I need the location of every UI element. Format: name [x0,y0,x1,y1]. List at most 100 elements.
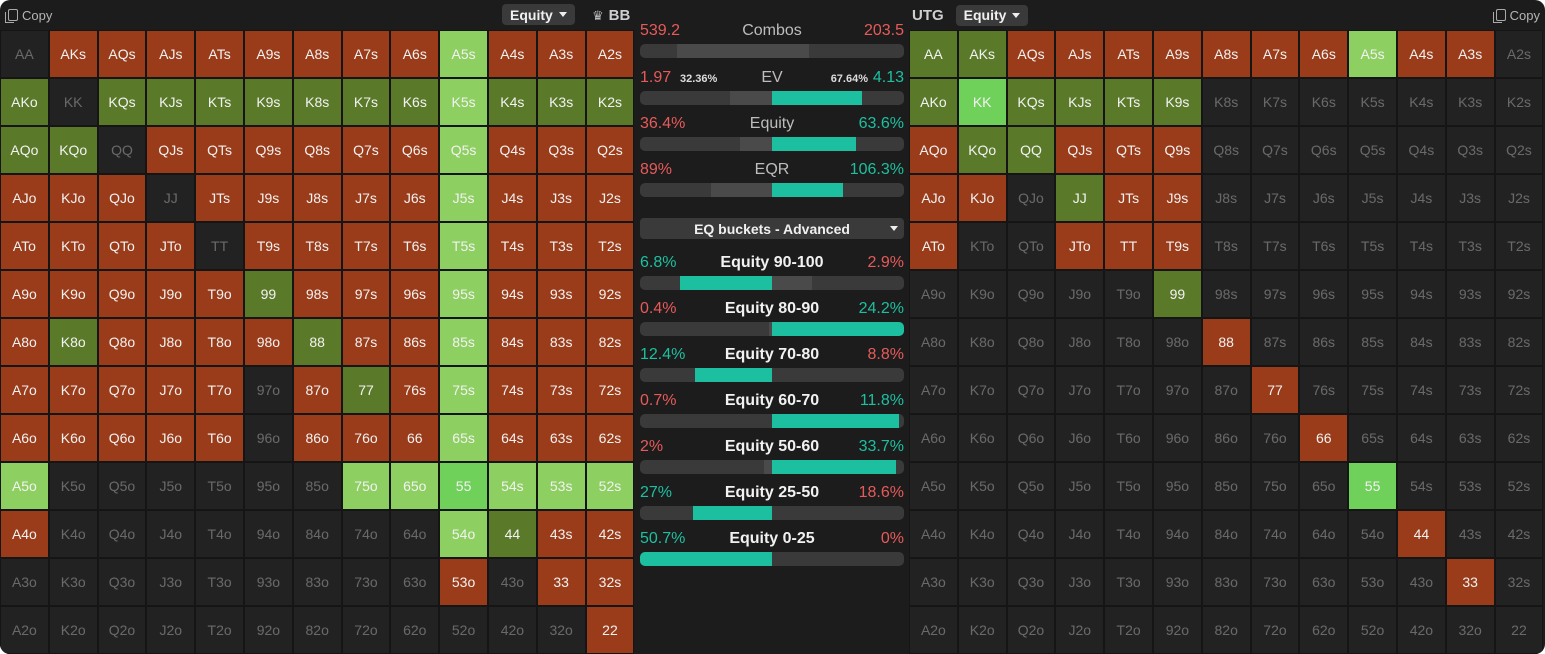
bb-cell-KTs[interactable]: KTs [195,78,244,126]
utg-cell-98o[interactable]: 98o [1152,318,1202,366]
utg-cell-T9o[interactable]: T9o [1104,270,1153,318]
utg-cell-KQo[interactable]: KQo [957,126,1007,174]
utg-cell-J8s[interactable]: J8s [1201,174,1251,222]
utg-cell-J9o[interactable]: J9o [1055,270,1105,318]
utg-cell-ATo[interactable]: ATo [909,222,958,270]
utg-cell-T6o[interactable]: T6o [1104,414,1153,462]
utg-cell-Q7s[interactable]: Q7s [1250,126,1300,174]
bb-cell-K2o[interactable]: K2o [48,606,98,654]
utg-cell-K4s[interactable]: K4s [1396,78,1446,126]
utg-cell-JTo[interactable]: JTo [1055,222,1105,270]
bb-cell-Q6o[interactable]: Q6o [97,414,147,462]
bb-cell-K8s[interactable]: K8s [292,78,342,126]
utg-cell-32s[interactable]: 32s [1494,558,1544,606]
bb-cell-76s[interactable]: 76s [390,366,440,414]
utg-cell-J3s[interactable]: J3s [1445,174,1495,222]
utg-cell-T5o[interactable]: T5o [1104,462,1153,510]
equity-dropdown-left[interactable]: Equity [502,4,575,25]
utg-cell-A5o[interactable]: A5o [909,462,958,510]
utg-cell-75s[interactable]: 75s [1348,366,1397,414]
bb-cell-85o[interactable]: 85o [292,462,342,510]
utg-cell-J9s[interactable]: J9s [1152,174,1202,222]
utg-cell-94o[interactable]: 94o [1152,510,1202,558]
utg-cell-J8o[interactable]: J8o [1055,318,1105,366]
utg-cell-JTs[interactable]: JTs [1104,174,1153,222]
utg-cell-QJo[interactable]: QJo [1006,174,1056,222]
bb-cell-J9o[interactable]: J9o [146,270,196,318]
bb-cell-74s[interactable]: 74s [487,366,537,414]
bb-cell-JTs[interactable]: JTs [195,174,244,222]
bb-cell-83o[interactable]: 83o [292,558,342,606]
utg-cell-42s[interactable]: 42s [1494,510,1544,558]
utg-cell-T5s[interactable]: T5s [1348,222,1397,270]
bb-cell-J3s[interactable]: J3s [536,174,586,222]
bb-cell-Q6s[interactable]: Q6s [390,126,440,174]
bb-cell-AQs[interactable]: AQs [97,30,147,78]
bb-cell-KJo[interactable]: KJo [48,174,98,222]
bb-cell-Q3o[interactable]: Q3o [97,558,147,606]
utg-cell-K6s[interactable]: K6s [1299,78,1349,126]
utg-cell-53o[interactable]: 53o [1348,558,1397,606]
bb-cell-63s[interactable]: 63s [536,414,586,462]
utg-cell-95s[interactable]: 95s [1348,270,1397,318]
utg-cell-A3o[interactable]: A3o [909,558,958,606]
bb-cell-95s[interactable]: 95s [439,270,488,318]
utg-cell-K5o[interactable]: K5o [957,462,1007,510]
bb-cell-32s[interactable]: 32s [585,558,635,606]
utg-cell-Q9o[interactable]: Q9o [1006,270,1056,318]
bb-cell-95o[interactable]: 95o [243,462,293,510]
bb-cell-K9s[interactable]: K9s [243,78,293,126]
bb-cell-73s[interactable]: 73s [536,366,586,414]
bb-cell-T5s[interactable]: T5s [439,222,488,270]
bb-cell-J2s[interactable]: J2s [585,174,635,222]
bb-cell-66[interactable]: 66 [390,414,440,462]
utg-cell-82o[interactable]: 82o [1201,606,1251,654]
bb-cell-82o[interactable]: 82o [292,606,342,654]
bb-cell-84o[interactable]: 84o [292,510,342,558]
utg-cell-A8s[interactable]: A8s [1201,30,1251,78]
bb-cell-42o[interactable]: 42o [487,606,537,654]
bb-cell-55[interactable]: 55 [439,462,488,510]
utg-cell-54s[interactable]: 54s [1396,462,1446,510]
bb-cell-AJo[interactable]: AJo [0,174,49,222]
utg-cell-93s[interactable]: 93s [1445,270,1495,318]
bb-cell-AKo[interactable]: AKo [0,78,49,126]
bb-cell-72s[interactable]: 72s [585,366,635,414]
bb-cell-44[interactable]: 44 [487,510,537,558]
utg-cell-73o[interactable]: 73o [1250,558,1300,606]
utg-cell-A9o[interactable]: A9o [909,270,958,318]
bb-cell-K6o[interactable]: K6o [48,414,98,462]
bb-cell-62s[interactable]: 62s [585,414,635,462]
bb-cell-A8s[interactable]: A8s [292,30,342,78]
utg-cell-A3s[interactable]: A3s [1445,30,1495,78]
utg-cell-ATs[interactable]: ATs [1104,30,1153,78]
bb-cell-ATo[interactable]: ATo [0,222,49,270]
utg-cell-A6o[interactable]: A6o [909,414,958,462]
bb-cell-K3s[interactable]: K3s [536,78,586,126]
utg-cell-AKo[interactable]: AKo [909,78,958,126]
utg-cell-88[interactable]: 88 [1201,318,1251,366]
bb-cell-Q4o[interactable]: Q4o [97,510,147,558]
utg-cell-73s[interactable]: 73s [1445,366,1495,414]
utg-cell-Q2s[interactable]: Q2s [1494,126,1544,174]
utg-cell-A4o[interactable]: A4o [909,510,958,558]
utg-cell-T3o[interactable]: T3o [1104,558,1153,606]
bb-cell-K7s[interactable]: K7s [341,78,391,126]
utg-cell-AJs[interactable]: AJs [1055,30,1105,78]
utg-cell-KTs[interactable]: KTs [1104,78,1153,126]
bb-cell-J8o[interactable]: J8o [146,318,196,366]
utg-cell-K8o[interactable]: K8o [957,318,1007,366]
bb-cell-87s[interactable]: 87s [341,318,391,366]
utg-cell-AQs[interactable]: AQs [1006,30,1056,78]
bb-cell-54s[interactable]: 54s [487,462,537,510]
utg-cell-KJs[interactable]: KJs [1055,78,1105,126]
bb-cell-97o[interactable]: 97o [243,366,293,414]
bb-cell-A6o[interactable]: A6o [0,414,49,462]
bb-cell-32o[interactable]: 32o [536,606,586,654]
bb-cell-J5s[interactable]: J5s [439,174,488,222]
utg-cell-QJs[interactable]: QJs [1055,126,1105,174]
bb-cell-65s[interactable]: 65s [439,414,488,462]
bb-cell-97s[interactable]: 97s [341,270,391,318]
utg-cell-96o[interactable]: 96o [1152,414,1202,462]
utg-cell-84o[interactable]: 84o [1201,510,1251,558]
